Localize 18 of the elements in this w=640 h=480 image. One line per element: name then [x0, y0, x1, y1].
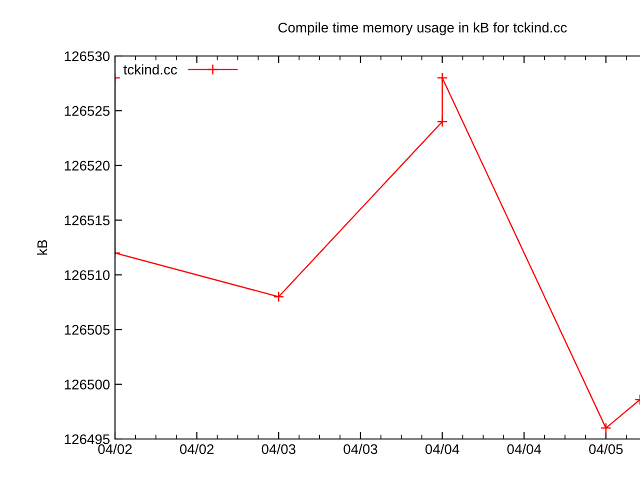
y-tick-label: 126495: [64, 434, 110, 444]
x-tick-label: 04/05: [589, 444, 623, 454]
y-tick-label: 126505: [64, 324, 110, 335]
y-tick-label: 126525: [64, 106, 110, 116]
x-tick-label: 04/04: [425, 444, 460, 454]
y-tick-label: 126510: [64, 270, 110, 280]
x-tick-label: 04/02: [180, 444, 214, 454]
x-tick-label: 04/03: [262, 444, 296, 454]
y-axis-title: kB: [36, 240, 48, 255]
y-tick-label: 126520: [64, 160, 110, 171]
chart-title: Compile time memory usage in kB for tckind.cc: [278, 22, 567, 36]
x-tick-label: 04/03: [344, 444, 378, 454]
y-tick-label: 126530: [64, 51, 110, 62]
y-tick-label: 126515: [64, 215, 110, 226]
legend-label: tckind.cc: [124, 64, 177, 75]
x-tick-label: 04/02: [98, 444, 132, 454]
x-tick-label: 04/04: [507, 444, 542, 454]
y-tick-label: 126500: [64, 380, 110, 390]
